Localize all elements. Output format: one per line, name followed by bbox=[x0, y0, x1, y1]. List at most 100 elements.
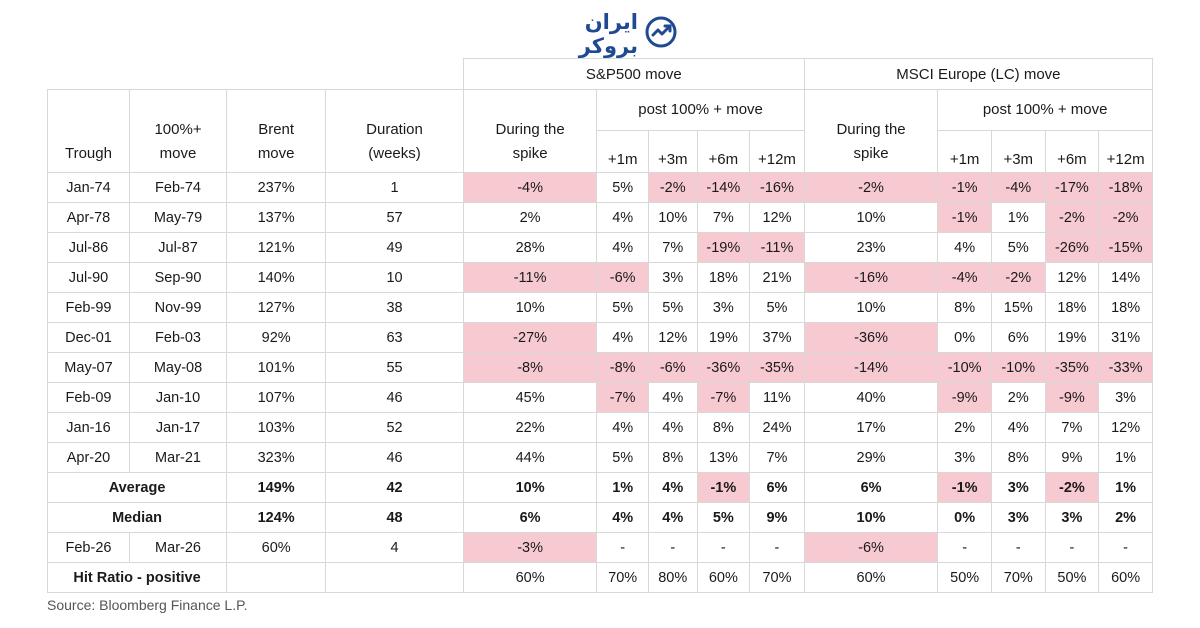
sp-post-cell: 7% bbox=[647, 232, 698, 263]
duration-cell: 57 bbox=[325, 202, 464, 233]
move-date-cell: Mar-21 bbox=[128, 442, 228, 473]
brent-cell: 103% bbox=[226, 412, 327, 443]
msci-post-cell: - bbox=[1044, 532, 1100, 563]
move-date-cell: Feb-03 bbox=[128, 322, 228, 353]
sp-period-header: +1m bbox=[596, 129, 649, 174]
sp-post-cell: -8% bbox=[596, 352, 649, 383]
col-during-sp: During the spike bbox=[462, 89, 598, 173]
msci-post-cell: 3% bbox=[937, 442, 992, 473]
sp-hit-cell: 70% bbox=[749, 562, 805, 593]
duration-cell: 10 bbox=[325, 262, 464, 293]
sp-post-cell: -14% bbox=[696, 172, 751, 203]
msci-post-cell: 4% bbox=[990, 412, 1046, 443]
msci-period-header: +12m bbox=[1098, 129, 1153, 174]
msci-post-cell: 0% bbox=[937, 322, 992, 353]
msci-period-header: +6m bbox=[1044, 129, 1100, 174]
msci-during-cell: 10% bbox=[803, 502, 939, 533]
msci-during-cell: 40% bbox=[803, 382, 939, 413]
move-date-cell: May-08 bbox=[128, 352, 228, 383]
sp-during-cell: -11% bbox=[462, 262, 598, 293]
brent-cell: 137% bbox=[226, 202, 327, 233]
sp-hit-cell: 80% bbox=[647, 562, 698, 593]
msci-post-cell: 1% bbox=[1098, 442, 1153, 473]
duration-cell: 46 bbox=[325, 382, 464, 413]
brent-cell: 140% bbox=[226, 262, 327, 293]
sp-post-cell: -19% bbox=[696, 232, 751, 263]
msci-post-cell: 31% bbox=[1098, 322, 1153, 353]
msci-post-cell: 14% bbox=[1098, 262, 1153, 293]
msci-during-cell: 23% bbox=[803, 232, 939, 263]
msci-period-header: +1m bbox=[937, 129, 992, 174]
msci-post-cell: 0% bbox=[937, 502, 992, 533]
sp-post-cell: 1% bbox=[596, 472, 649, 503]
msci-post-cell: -9% bbox=[1044, 382, 1100, 413]
msci-post-cell: 1% bbox=[990, 202, 1046, 233]
msci-post-cell: 5% bbox=[990, 232, 1046, 263]
msci-hit-cell: 60% bbox=[803, 562, 939, 593]
summary-row: Average 149% 42 10% 1% 4% -1% 6% 6% -1% 3% -2% 1% bbox=[46, 472, 1153, 503]
current-row: Feb-26 Mar-26 60% 4 -3% - - - - -6% - - - - bbox=[47, 532, 1153, 563]
sp-during-cell: -3% bbox=[462, 532, 598, 563]
msci-during-cell: -16% bbox=[803, 262, 939, 293]
msci-hit-cell: 50% bbox=[1044, 562, 1100, 593]
brent-cell: 149% bbox=[226, 472, 327, 503]
msci-during-cell: 29% bbox=[803, 442, 939, 473]
duration-cell: 55 bbox=[325, 352, 464, 383]
logo: ایران بروکر bbox=[528, 10, 678, 58]
table-row: Apr-78 May-79 137% 57 2% 4% 10% 7% 12% 10% -1% 1% -2… bbox=[47, 202, 1153, 233]
brent-cell: 323% bbox=[226, 442, 327, 473]
col-brent: Brent move bbox=[226, 89, 327, 173]
msci-post-cell: 7% bbox=[1044, 412, 1100, 443]
sp-post-cell: 5% bbox=[596, 172, 649, 203]
trough-cell: Jan-16 bbox=[47, 412, 130, 443]
duration-cell: 63 bbox=[325, 322, 464, 353]
table-row: Jan-74 Feb-74 237% 1 -4% 5% -2% -14% -16% -2% -1% -… bbox=[47, 172, 1153, 203]
sp500-group-header: S&P500 move bbox=[462, 58, 805, 90]
msci-post-cell: 12% bbox=[1098, 412, 1153, 443]
msci-during-cell: -6% bbox=[803, 532, 939, 563]
trough-cell: Apr-20 bbox=[47, 442, 130, 473]
sp-post-cell: 4% bbox=[596, 232, 649, 263]
msci-post-cell: 9% bbox=[1044, 442, 1100, 473]
sp-post-cell: 5% bbox=[647, 292, 698, 323]
sp-post-cell: 18% bbox=[696, 262, 751, 293]
msci-during-cell: 17% bbox=[803, 412, 939, 443]
sp-post-cell: 5% bbox=[596, 292, 649, 323]
sp-post-cell: -6% bbox=[647, 352, 698, 383]
table-row: Feb-09 Jan-10 107% 46 45% -7% 4% -7% 11% 40% -9% 2%… bbox=[47, 382, 1153, 413]
msci-post-cell: 3% bbox=[1044, 502, 1100, 533]
table-row: Jul-90 Sep-90 140% 10 -11% -6% 3% 18% 21% -16% -4%… bbox=[47, 262, 1153, 293]
summary-row: Median 124% 48 6% 4% 4% 5% 9% 10% 0% 3% 3% 2% bbox=[46, 502, 1153, 533]
duration-cell: 46 bbox=[325, 442, 464, 473]
msci-post-cell: 1% bbox=[1098, 472, 1153, 503]
sp-post-cell: 11% bbox=[749, 382, 805, 413]
brent-cell: 237% bbox=[226, 172, 327, 203]
trough-cell: Jul-86 bbox=[47, 232, 130, 263]
trough-cell: May-07 bbox=[47, 352, 130, 383]
brent-cell: 121% bbox=[226, 232, 327, 263]
table-row: Jul-86 Jul-87 121% 49 28% 4% 7% -19% -11% 23% 4% 5%… bbox=[47, 232, 1153, 263]
duration-cell: 52 bbox=[325, 412, 464, 443]
sp-post-cell: 3% bbox=[696, 292, 751, 323]
brent-cell: 92% bbox=[226, 322, 327, 353]
trough-cell: Jul-90 bbox=[47, 262, 130, 293]
msci-during-cell: -14% bbox=[803, 352, 939, 383]
sp-during-cell: 45% bbox=[462, 382, 598, 413]
msci-during-cell: 10% bbox=[803, 292, 939, 323]
sp-hit-cell: 60% bbox=[696, 562, 751, 593]
move-date-cell: Jan-10 bbox=[128, 382, 228, 413]
msci-post-cell: -4% bbox=[937, 262, 992, 293]
move-date-cell: Sep-90 bbox=[128, 262, 228, 293]
msci-post-cell: -17% bbox=[1044, 172, 1100, 203]
sp-post-cell: -1% bbox=[696, 472, 751, 503]
msci-post-cell: - bbox=[990, 532, 1046, 563]
sp-post-cell: 10% bbox=[647, 202, 698, 233]
sp-post-cell: 4% bbox=[647, 502, 698, 533]
sp-during-cell: 10% bbox=[462, 292, 598, 323]
sp-post-cell: 3% bbox=[647, 262, 698, 293]
sp-post-cell: -11% bbox=[749, 232, 805, 263]
msci-post-cell: -10% bbox=[937, 352, 992, 383]
sp-post-cell: -35% bbox=[749, 352, 805, 383]
post-move-sp-header: post 100% + move bbox=[596, 89, 805, 131]
sp-post-cell: -7% bbox=[596, 382, 649, 413]
